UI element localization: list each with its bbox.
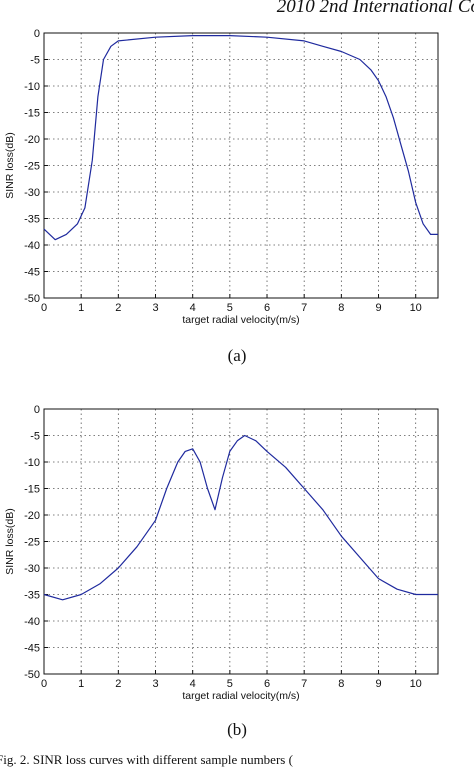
y-tick-label: -40 xyxy=(24,240,40,252)
y-tick-label: -25 xyxy=(24,161,40,173)
x-tick-label: 7 xyxy=(301,678,307,690)
y-tick-label: -10 xyxy=(24,457,40,469)
x-tick-label: 9 xyxy=(375,302,381,314)
y-tick-label: -20 xyxy=(24,510,40,522)
y-tick-label: -45 xyxy=(24,267,40,279)
series-line xyxy=(43,35,438,241)
y-tick-label: -15 xyxy=(24,484,40,496)
x-tick-label: 10 xyxy=(410,678,422,690)
x-tick-label: 8 xyxy=(338,302,344,314)
x-tick-label: 0 xyxy=(41,302,47,314)
y-tick-label: -30 xyxy=(24,563,40,575)
x-tick-label: 5 xyxy=(227,302,233,314)
y-tick-label: 0 xyxy=(34,28,40,40)
x-tick-label: 10 xyxy=(410,302,422,314)
y-axis-label: SINR loss(dB) xyxy=(4,508,16,575)
x-tick-label: 5 xyxy=(227,678,233,690)
caption-a: (a) xyxy=(227,346,247,365)
y-tick-label: -50 xyxy=(24,669,40,681)
x-tick-label: 6 xyxy=(264,302,270,314)
chart-a: 0 1 2 3 4 5 6 7 8 9 10 0 -5 -10 -15 -20 -25 -30 -35 -40 -45 -… xyxy=(4,28,439,326)
y-tick-label: -45 xyxy=(24,643,40,655)
x-tick-label: 1 xyxy=(78,678,84,690)
y-tick-label: -30 xyxy=(24,187,40,199)
x-tick-label: 7 xyxy=(301,302,307,314)
x-tick-label: 3 xyxy=(152,302,158,314)
x-tick-label: 6 xyxy=(264,678,270,690)
x-tick-label: 4 xyxy=(190,302,196,314)
y-tick-label: -35 xyxy=(24,214,40,226)
x-axis-label: target radial velocity(m/s) xyxy=(182,314,299,326)
y-tick-label: -35 xyxy=(24,590,40,602)
y-tick-label: 0 xyxy=(34,404,40,416)
x-tick-label: 1 xyxy=(78,302,84,314)
x-tick-label: 8 xyxy=(338,678,344,690)
page-header-text: 2010 2nd International Co xyxy=(276,0,474,17)
y-tick-label: -40 xyxy=(24,616,40,628)
figure-caption-text: Fig. 2. SINR loss curves with different … xyxy=(0,752,293,767)
x-tick-label: 4 xyxy=(190,678,196,690)
x-tick-label: 2 xyxy=(115,678,121,690)
series-line xyxy=(43,434,438,601)
y-tick-label: -10 xyxy=(24,81,40,93)
y-tick-label: -5 xyxy=(30,431,40,443)
x-tick-label: 3 xyxy=(152,678,158,690)
y-tick-label: -50 xyxy=(24,293,40,305)
chart-b: 0 1 2 3 4 5 6 7 8 9 10 0 -5 -10 -15 -20 -25 -30 -35 -40 -45 -… xyxy=(4,404,439,702)
y-tick-label: -20 xyxy=(24,134,40,146)
x-tick-label: 0 xyxy=(41,678,47,690)
caption-b: (b) xyxy=(227,720,247,739)
x-axis-label: target radial velocity(m/s) xyxy=(182,690,299,702)
x-tick-label: 9 xyxy=(375,678,381,690)
x-tick-label: 2 xyxy=(115,302,121,314)
y-tick-label: -25 xyxy=(24,537,40,549)
y-axis-label: SINR loss(dB) xyxy=(4,132,16,199)
y-tick-label: -15 xyxy=(24,108,40,120)
y-tick-label: -5 xyxy=(30,55,40,67)
